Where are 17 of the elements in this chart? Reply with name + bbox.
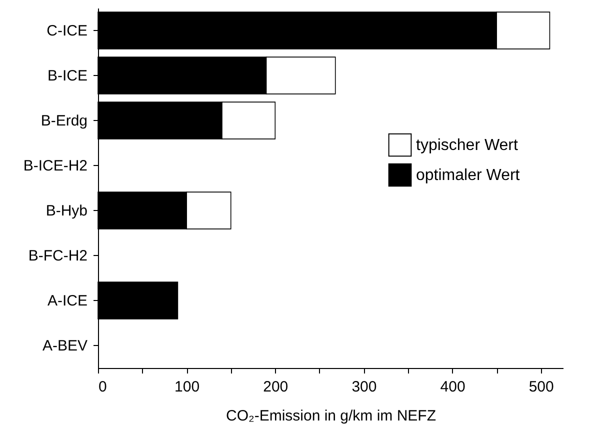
legend-label: optimaler Wert bbox=[416, 167, 520, 184]
y-tick-label: A-ICE bbox=[47, 292, 88, 310]
x-tick-label: 400 bbox=[440, 378, 466, 396]
y-tick-label: C-ICE bbox=[46, 22, 88, 40]
x-tick-label: 200 bbox=[263, 378, 288, 396]
y-tick-label: B-ICE bbox=[47, 68, 88, 84]
y-tick-label: B-ICE-H2 bbox=[23, 158, 88, 174]
legend-label: typischer Wert bbox=[416, 137, 519, 154]
x-tick-label: 300 bbox=[352, 378, 377, 396]
x-tick-label: 500 bbox=[528, 378, 554, 396]
y-tick-label: B-Hyb bbox=[46, 202, 88, 220]
y-tick-label: B-FC-H2 bbox=[28, 248, 88, 264]
x-axis-title: CO₂-Emission in g/km im NEFZ bbox=[226, 408, 436, 424]
y-tick-label: A-BEV bbox=[42, 338, 88, 354]
x-tick-label: 0 bbox=[98, 378, 107, 396]
x-tick-label: 100 bbox=[174, 378, 200, 396]
y-tick-label: B-Erdg bbox=[40, 112, 88, 130]
